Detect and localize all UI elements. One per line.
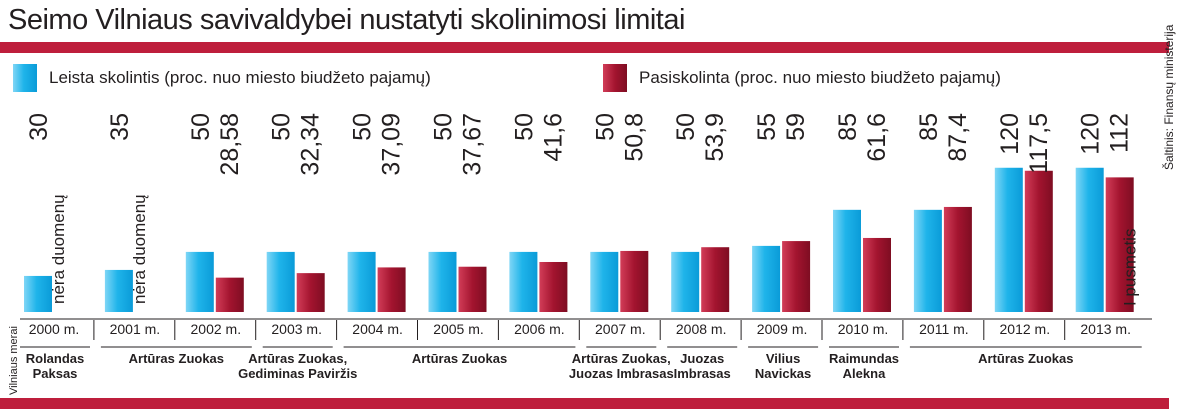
x-tick-label-12: 2012 m.	[1000, 321, 1051, 337]
value-label-borrowed-8: 53,9	[701, 113, 729, 162]
value-label-borrowed-9: 59	[782, 113, 810, 141]
annotation-no-data-1: nėra duomenų	[130, 194, 149, 304]
value-label-allowed-7: 50	[591, 113, 619, 141]
x-tick-label-0: 2000 m.	[29, 321, 80, 337]
mayor-name-4-1: Juozas Imbrasas	[569, 366, 674, 381]
top-rule	[0, 42, 1169, 53]
annotation-no-data-0: nėra duomenų	[49, 194, 68, 304]
x-tick-label-2: 2002 m.	[191, 321, 242, 337]
x-tick-label-5: 2005 m.	[433, 321, 484, 337]
value-label-allowed-5: 50	[430, 113, 458, 141]
value-label-allowed-12: 120	[996, 113, 1024, 155]
chart-title: Seimo Vilniaus savivaldybei nustatyti sk…	[8, 4, 685, 36]
x-tick-label-1: 2001 m.	[110, 321, 161, 337]
value-label-borrowed-6: 41,6	[539, 113, 567, 162]
x-tick-label-10: 2010 m.	[838, 321, 889, 337]
value-label-borrowed-10: 61,6	[863, 113, 891, 162]
value-label-borrowed-2: 28,58	[216, 113, 244, 176]
mayor-name-6-0: Vilius	[766, 351, 800, 366]
bar-borrowed-2	[215, 277, 244, 312]
annotations-group: nėra duomenų nėra duomenų I pusmetis	[49, 194, 1140, 306]
bar-allowed-10	[833, 209, 861, 312]
bar-allowed-4	[347, 251, 376, 312]
mayor-name-3-0: Artūras Zuokas	[412, 351, 507, 366]
bar-borrowed-12	[1024, 170, 1053, 312]
bar-borrowed-9	[782, 241, 811, 312]
bar-borrowed-11	[943, 206, 972, 312]
x-tick-label-6: 2006 m.	[514, 321, 565, 337]
mayor-name-0-1: Paksas	[33, 366, 78, 381]
bar-allowed-13	[1075, 167, 1104, 312]
value-label-allowed-1: 35	[106, 113, 134, 141]
mayor-name-2-1: Gediminas Paviržis	[238, 366, 357, 381]
mayor-name-4-0: Artūras Zuokas,	[572, 351, 671, 366]
bar-borrowed-10	[863, 237, 891, 312]
source-note: Šaltinis: Finansų ministerija	[1162, 24, 1176, 170]
bar-allowed-8	[671, 251, 700, 312]
legend-swatch-borrowed	[603, 64, 627, 92]
mayor-name-1-0: Artūras Zuokas	[129, 351, 224, 366]
mayor-name-7-0: Raimundas	[829, 351, 899, 366]
bar-allowed-2	[185, 251, 214, 312]
value-label-allowed-13: 120	[1077, 113, 1105, 155]
value-labels-group: 30 35 50 28,58 50 32,34 50 37,09 50 37,67 50 41,6 50…	[25, 113, 1134, 176]
mayor-name-6-1: Navickas	[755, 366, 811, 381]
bar-borrowed-5	[458, 266, 487, 312]
value-label-allowed-11: 85	[915, 113, 943, 141]
bottom-rule	[0, 398, 1169, 409]
bar-allowed-6	[509, 251, 538, 312]
bar-allowed-5	[428, 251, 457, 312]
bar-borrowed-4	[377, 267, 406, 312]
legend-swatch-allowed	[13, 64, 37, 92]
value-label-allowed-4: 50	[349, 113, 377, 141]
bars-group	[24, 167, 1134, 312]
value-label-borrowed-3: 32,34	[297, 113, 325, 176]
bar-borrowed-13	[1105, 177, 1134, 312]
bar-borrowed-8	[701, 247, 730, 312]
x-tick-label-8: 2008 m.	[676, 321, 727, 337]
bar-allowed-7	[590, 251, 619, 312]
x-tick-label-11: 2011 m.	[919, 321, 969, 337]
x-tick-label-7: 2007 m.	[595, 321, 646, 337]
value-label-borrowed-13: 112	[1106, 113, 1134, 153]
value-label-borrowed-7: 50,8	[620, 113, 648, 162]
x-axis-group: 2000 m. 2001 m. 2002 m. 2003 m. 2004 m. 2005 …	[8, 318, 1152, 395]
value-label-allowed-0: 30	[25, 113, 53, 141]
value-label-borrowed-4: 37,09	[378, 113, 406, 176]
x-tick-label-13: 2013 m.	[1080, 321, 1131, 337]
value-label-borrowed-11: 87,4	[944, 113, 972, 162]
bar-borrowed-3	[296, 273, 325, 312]
bar-borrowed-7	[620, 250, 649, 312]
value-label-allowed-8: 50	[672, 113, 700, 141]
value-label-borrowed-12: 117,5	[1025, 113, 1053, 174]
legend-label-allowed: Leista skolintis (proc. nuo miesto biudž…	[49, 68, 431, 87]
value-label-allowed-9: 55	[753, 113, 781, 141]
mayor-name-5-1: Imbrasas	[674, 366, 731, 381]
bar-allowed-11	[913, 209, 942, 312]
legend-label-borrowed: Pasiskolinta (proc. nuo miesto biudžeto …	[639, 68, 1001, 87]
mayor-name-8-0: Artūras Zuokas	[978, 351, 1073, 366]
mayor-name-0-0: Rolandas	[26, 351, 85, 366]
value-label-allowed-2: 50	[187, 113, 215, 141]
bar-allowed-0	[24, 275, 52, 312]
value-label-allowed-6: 50	[510, 113, 538, 141]
x-tick-label-3: 2003 m.	[271, 321, 322, 337]
bar-allowed-9	[752, 245, 781, 312]
bar-borrowed-6	[539, 261, 568, 312]
mayors-label: Vilniaus merai	[8, 326, 20, 395]
x-tick-label-4: 2004 m.	[352, 321, 403, 337]
x-tick-label-9: 2009 m.	[757, 321, 808, 337]
mayor-name-7-1: Alekna	[843, 366, 886, 381]
value-label-allowed-3: 50	[268, 113, 296, 141]
bar-allowed-3	[266, 251, 295, 312]
mayor-name-2-0: Artūras Zuokas,	[248, 351, 347, 366]
bar-allowed-1	[104, 269, 133, 312]
annotation-13: I pusmetis	[1121, 229, 1140, 306]
mayor-name-5-0: Juozas	[680, 351, 724, 366]
value-label-allowed-10: 85	[834, 113, 862, 141]
value-label-borrowed-5: 37,67	[459, 113, 487, 176]
bar-allowed-12	[994, 167, 1023, 312]
